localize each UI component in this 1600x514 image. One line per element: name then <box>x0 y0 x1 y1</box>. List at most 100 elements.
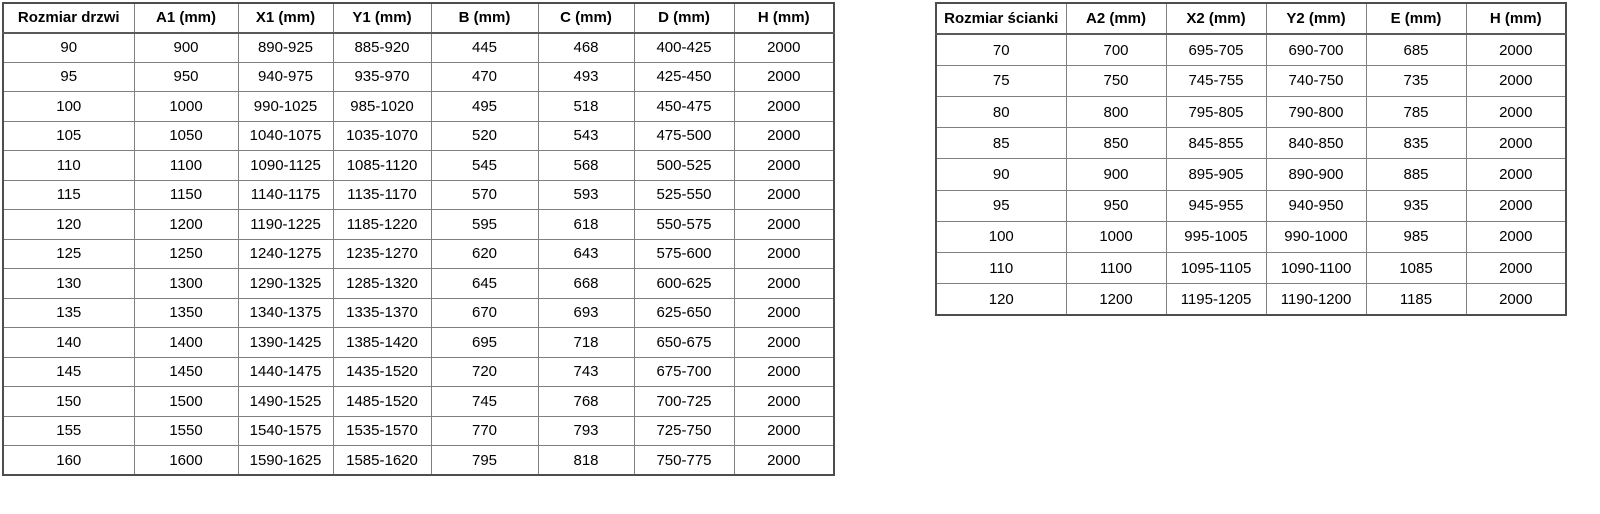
column-header: X1 (mm) <box>237 2 334 34</box>
cell: 800 <box>1065 96 1167 129</box>
cell: 70 <box>935 33 1067 66</box>
cell: 890-925 <box>237 32 334 63</box>
cell: 1190-1200 <box>1265 283 1367 316</box>
wall-size-table: Rozmiar ścianki A2 (mm) X2 (mm) Y2 (mm) E (m… <box>935 2 1567 316</box>
cell: 2000 <box>1465 33 1567 66</box>
cell: 795-805 <box>1165 96 1267 129</box>
cell: 768 <box>537 386 635 417</box>
cell: 545 <box>430 150 539 181</box>
cell: 1200 <box>133 209 239 240</box>
cell: 568 <box>537 150 635 181</box>
table-row: 110 1100 1090-1125 1085-1120 545 568 500-525 20… <box>2 150 835 181</box>
table-row: 75 750 745-755 740-750 735 2000 <box>935 64 1567 98</box>
cell: 110 <box>2 150 135 181</box>
cell: 650-675 <box>633 327 735 358</box>
cell: 945-955 <box>1165 189 1267 222</box>
cell: 1100 <box>133 150 239 181</box>
cell: 575-600 <box>633 238 735 269</box>
cell: 935 <box>1365 189 1467 222</box>
cell: 1035-1070 <box>332 120 432 151</box>
cell: 645 <box>430 268 539 299</box>
cell: 75 <box>935 64 1067 98</box>
cell: 1550 <box>133 415 239 446</box>
cell: 525-550 <box>633 179 735 210</box>
table-row: 90 900 895-905 890-900 885 2000 <box>935 158 1567 191</box>
cell: 80 <box>935 96 1067 129</box>
cell: 2000 <box>733 268 835 299</box>
cell: 1000 <box>1065 220 1167 254</box>
column-header: A1 (mm) <box>133 2 239 34</box>
cell: 120 <box>2 209 135 240</box>
cell: 2000 <box>733 61 835 92</box>
cell: 1100 <box>1065 251 1167 285</box>
cell: 1500 <box>133 386 239 417</box>
cell: 2000 <box>1465 64 1567 98</box>
cell: 790-800 <box>1265 96 1367 129</box>
table-row: 125 1250 1240-1275 1235-1270 620 643 575-600 20… <box>2 238 835 269</box>
cell: 693 <box>537 297 635 328</box>
door-size-table: Rozmiar drzwi A1 (mm) X1 (mm) Y1 (mm) B (mm)… <box>2 2 835 476</box>
cell: 950 <box>1065 189 1167 222</box>
cell: 1435-1520 <box>332 356 432 387</box>
table-row: 130 1300 1290-1325 1285-1320 645 668 600-625 20… <box>2 268 835 299</box>
cell: 2000 <box>733 297 835 328</box>
cell: 85 <box>935 127 1067 160</box>
table-row: 100 1000 990-1025 985-1020 495 518 450-475 2000 <box>2 91 835 122</box>
cell: 475-500 <box>633 120 735 151</box>
cell: 1200 <box>1065 283 1167 316</box>
table-row: 80 800 795-805 790-800 785 2000 <box>935 96 1567 129</box>
cell: 468 <box>537 32 635 63</box>
cell: 90 <box>2 32 135 63</box>
cell: 1090-1125 <box>237 150 334 181</box>
cell: 495 <box>430 91 539 122</box>
column-header: C (mm) <box>537 2 635 34</box>
table-row: 115 1150 1140-1175 1135-1170 570 593 525-550 20… <box>2 179 835 210</box>
cell: 890-900 <box>1265 158 1367 191</box>
cell: 1540-1575 <box>237 415 334 446</box>
cell: 990-1025 <box>237 91 334 122</box>
cell: 130 <box>2 268 135 299</box>
cell: 835 <box>1365 127 1467 160</box>
cell: 593 <box>537 179 635 210</box>
cell: 2000 <box>1465 96 1567 129</box>
cell: 718 <box>537 327 635 358</box>
cell: 770 <box>430 415 539 446</box>
cell: 1050 <box>133 120 239 151</box>
cell: 135 <box>2 297 135 328</box>
cell: 750-775 <box>633 445 735 476</box>
cell: 570 <box>430 179 539 210</box>
cell: 95 <box>2 61 135 92</box>
cell: 1290-1325 <box>237 268 334 299</box>
cell: 695-705 <box>1165 33 1267 66</box>
cell: 793 <box>537 415 635 446</box>
cell: 1285-1320 <box>332 268 432 299</box>
table-row: 135 1350 1340-1375 1335-1370 670 693 625-650 20… <box>2 297 835 328</box>
table-row: 95 950 945-955 940-950 935 2000 <box>935 189 1567 222</box>
cell: 1450 <box>133 356 239 387</box>
column-header: D (mm) <box>633 2 735 34</box>
cell: 1000 <box>133 91 239 122</box>
cell: 125 <box>2 238 135 269</box>
column-header: Rozmiar ścianki <box>935 2 1067 36</box>
cell: 425-450 <box>633 61 735 92</box>
table-row: 70 700 695-705 690-700 685 2000 <box>935 33 1567 66</box>
column-header: H (mm) <box>733 2 835 34</box>
cell: 155 <box>2 415 135 446</box>
cell: 1250 <box>133 238 239 269</box>
cell: 2000 <box>733 415 835 446</box>
cell: 2000 <box>1465 189 1567 222</box>
cell: 140 <box>2 327 135 358</box>
cell: 2000 <box>733 32 835 63</box>
cell: 2000 <box>1465 220 1567 254</box>
cell: 595 <box>430 209 539 240</box>
cell: 885-920 <box>332 32 432 63</box>
cell: 2000 <box>1465 283 1567 316</box>
cell: 518 <box>537 91 635 122</box>
cell: 695 <box>430 327 539 358</box>
cell: 1585-1620 <box>332 445 432 476</box>
column-header: E (mm) <box>1365 2 1467 36</box>
table-row: 100 1000 995-1005 990-1000 985 2000 <box>935 220 1567 254</box>
cell: 2000 <box>733 445 835 476</box>
cell: 95 <box>935 189 1067 222</box>
